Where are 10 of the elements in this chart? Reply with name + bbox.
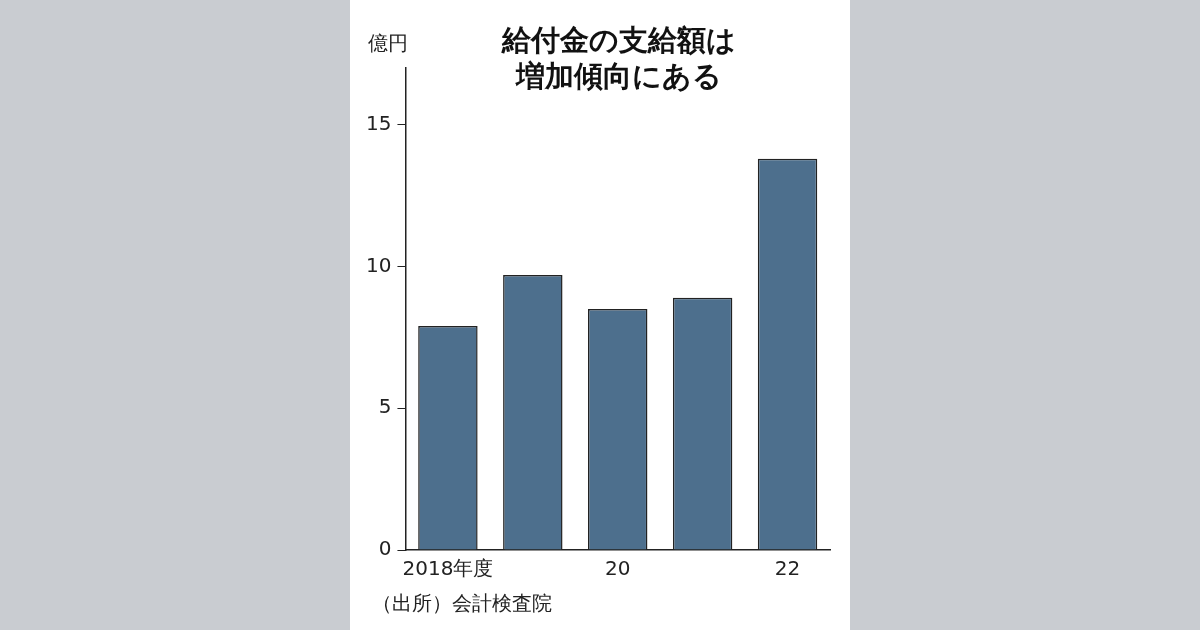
- x-tick-label: 2018年度: [402, 556, 494, 581]
- y-tick-label: 5: [378, 394, 392, 419]
- text: （出所）会計検査院: [372, 590, 552, 617]
- y-tick-label: 0: [378, 536, 392, 561]
- y-axis-title: 億円: [368, 30, 408, 57]
- x-tick-label: 22: [774, 556, 801, 581]
- y-tick-label: 10: [366, 252, 392, 277]
- chart-title: 給付金の支給額は増加傾向にある: [500, 22, 737, 94]
- x-tick-label: 20: [605, 556, 631, 581]
- y-tick-label: 15: [366, 110, 392, 135]
